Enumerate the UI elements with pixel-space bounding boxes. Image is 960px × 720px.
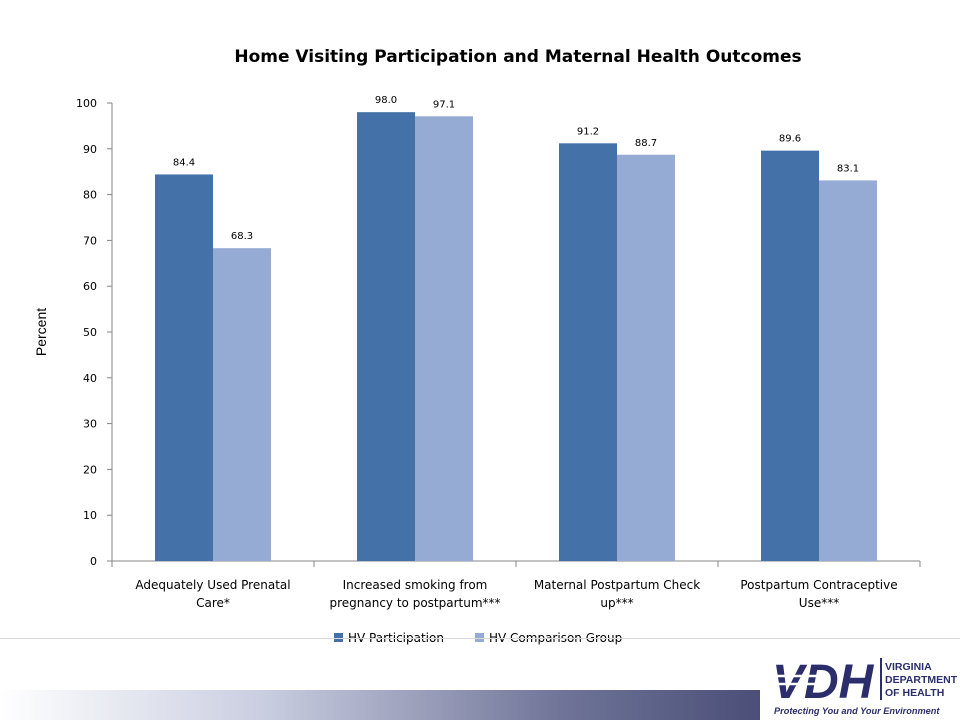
- legend-swatch: [334, 633, 343, 642]
- footer-band: [0, 690, 760, 720]
- y-tick-label: 70: [83, 234, 97, 247]
- x-category-label: Use***: [799, 596, 839, 610]
- bar-value-label: 88.7: [635, 138, 657, 149]
- logo-mark-text: VDH: [772, 656, 875, 709]
- bar-value-label: 83.1: [837, 163, 859, 174]
- y-tick-label: 20: [83, 463, 97, 476]
- bar-hv-participation: [155, 174, 213, 561]
- bar-value-label: 91.2: [577, 126, 599, 137]
- chart-title: Home Visiting Participation and Maternal…: [234, 47, 801, 67]
- bar-value-label: 98.0: [375, 95, 397, 106]
- bar-hv-comparison: [819, 180, 877, 562]
- logo-org-line-3: OF HEALTH: [885, 687, 944, 699]
- y-axis-label: Percent: [33, 308, 49, 356]
- x-category-label: Postpartum Contraceptive: [740, 578, 897, 592]
- bar-value-label: 97.1: [433, 99, 455, 110]
- vdh-logo: VDH VIRGINIA DEPARTMENT OF HEALTH Protec…: [772, 656, 958, 716]
- y-tick-label: 50: [83, 326, 97, 339]
- logo-tagline: Protecting You and Your Environment: [774, 706, 940, 716]
- y-tick-label: 10: [83, 509, 97, 522]
- y-tick-label: 80: [83, 189, 97, 202]
- logo-org-line-2: DEPARTMENT: [885, 674, 958, 686]
- x-category-label: Adequately Used Prenatal: [135, 578, 290, 592]
- y-tick-label: 90: [83, 143, 97, 156]
- y-tick-label: 0: [90, 555, 97, 568]
- bar-hv-participation: [357, 112, 415, 561]
- bar-hv-comparison: [617, 154, 675, 561]
- x-category-label: pregnancy to postpartum***: [329, 596, 500, 610]
- vdh-mark: VDH: [772, 656, 875, 709]
- logo-org-line-1: VIRGINIA: [885, 661, 932, 673]
- y-tick-label: 100: [76, 97, 97, 110]
- bar-hv-comparison: [415, 116, 473, 562]
- y-tick-label: 40: [83, 372, 97, 385]
- bar-chart: Home Visiting Participation and Maternal…: [33, 47, 921, 645]
- y-tick-label: 60: [83, 280, 97, 293]
- x-category-label: Care*: [196, 596, 230, 610]
- x-category-label: Increased smoking from: [343, 578, 488, 592]
- bar-hv-comparison: [213, 248, 271, 561]
- bar-hv-participation: [559, 143, 617, 561]
- x-category-label: up***: [600, 596, 633, 610]
- footer-divider: [0, 638, 960, 639]
- bar-value-label: 89.6: [779, 134, 801, 145]
- y-tick-label: 30: [83, 418, 97, 431]
- legend-swatch: [475, 633, 484, 642]
- x-category-label: Maternal Postpartum Check: [534, 578, 700, 592]
- bar-value-label: 68.3: [231, 231, 253, 242]
- bar-hv-participation: [761, 150, 819, 561]
- bar-value-label: 84.4: [173, 157, 195, 168]
